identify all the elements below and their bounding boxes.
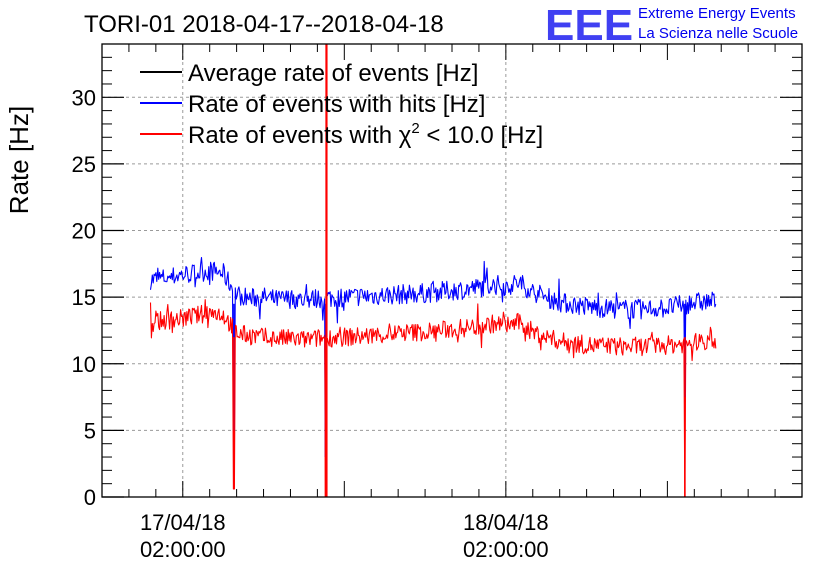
y-tick-label: 30 <box>72 85 96 110</box>
axis-ticks <box>102 44 802 498</box>
legend-label-chi2: Rate of events with χ2 < 10.0 [Hz] <box>188 120 543 149</box>
y-tick-label: 0 <box>84 485 96 510</box>
legend-label-average: Average rate of events [Hz] <box>188 60 478 87</box>
x-tick-time: 02:00:00 <box>463 537 549 562</box>
y-tick-label: 15 <box>72 285 96 310</box>
legend: Average rate of events [Hz] Rate of even… <box>140 60 543 149</box>
y-tick-label: 25 <box>72 152 96 177</box>
eee-logo-mark: EEE <box>545 1 633 50</box>
y-tick-label: 5 <box>84 418 96 443</box>
y-axis-label: Rate [Hz] <box>4 106 34 214</box>
eee-logo: EEE Extreme Energy Events La Scienza nel… <box>545 1 798 50</box>
y-tick-label: 10 <box>72 352 96 377</box>
legend-entry-chi2: Rate of events with χ2 < 10.0 [Hz] <box>140 120 543 149</box>
y-tick-labels: 0 5 10 15 20 25 30 <box>72 85 96 510</box>
legend-label-hits: Rate of events with hits [Hz] <box>188 91 485 118</box>
logo-line-1: Extreme Energy Events <box>638 5 796 22</box>
grid-lines <box>102 44 802 497</box>
chart-title: TORI-01 2018-04-17--2018-04-18 <box>84 11 444 38</box>
x-tick-date: 17/04/18 <box>140 510 226 535</box>
logo-line-2: La Scienza nelle Scuole <box>638 25 798 42</box>
legend-entry-hits: Rate of events with hits [Hz] <box>140 91 485 118</box>
x-tick-date: 18/04/18 <box>463 510 549 535</box>
plot-frame <box>101 43 803 498</box>
series-line-hits <box>149 256 717 458</box>
series-line-chi2 <box>149 299 717 498</box>
y-tick-label: 20 <box>72 219 96 244</box>
x-tick-time: 02:00:00 <box>140 537 226 562</box>
legend-entry-average: Average rate of events [Hz] <box>140 60 478 87</box>
series-layer <box>149 44 717 498</box>
